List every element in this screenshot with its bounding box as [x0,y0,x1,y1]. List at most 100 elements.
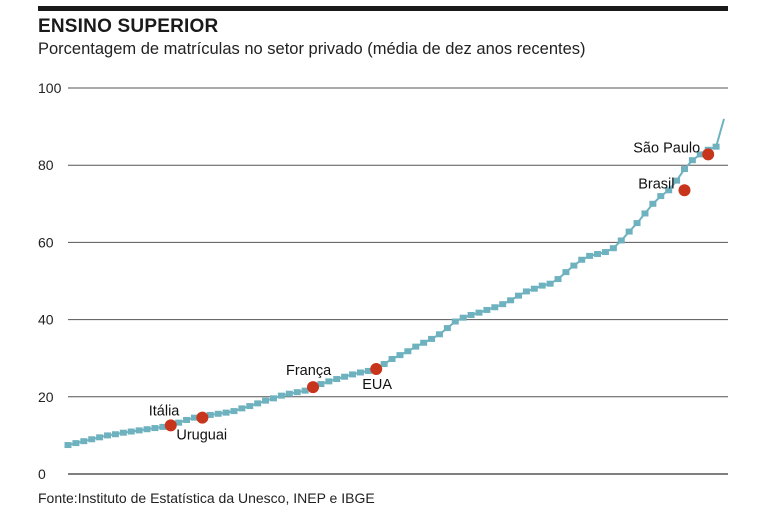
highlight-marker [307,381,320,394]
data-point [601,249,609,256]
data-point [499,301,507,308]
y-tick-label: 0 [38,466,46,482]
data-point [111,431,119,438]
data-point [491,304,499,311]
data-point [325,378,333,385]
data-point [88,436,96,443]
data-point [428,335,436,342]
data-point [143,426,151,433]
data-point [483,306,491,313]
data-point [515,292,523,299]
data-point [617,237,625,244]
series-line [67,118,725,447]
data-point [341,373,349,380]
data-point [696,151,704,158]
data-point [594,250,602,257]
y-tick-labels: 0 20 40 60 80 100 [38,80,62,482]
data-point [522,288,530,295]
y-tick-label: 40 [38,312,54,328]
data-point [435,331,443,338]
data-point [254,400,262,407]
data-point [127,428,135,435]
data-point [380,360,388,367]
data-point [554,276,562,283]
data-point [64,442,72,449]
data-point [104,432,112,439]
data-point [443,325,451,332]
data-point [214,410,222,417]
data-point [285,390,293,397]
data-point [80,438,88,445]
data-point [586,252,594,259]
data-point [230,408,238,415]
data-point [625,228,633,235]
data-point [673,177,681,184]
grid-layer [68,87,728,475]
highlight-label: São Paulo [633,140,700,156]
data-point [688,157,696,164]
data-point [183,416,191,423]
data-point [356,369,364,376]
data-point [538,282,546,289]
highlight-marker [702,148,715,161]
title-rule [38,6,728,11]
data-point [467,311,475,318]
data-point [546,280,554,287]
data-point [570,262,578,269]
data-point [562,269,570,276]
highlight-labels: Itália Uruguai França EUA Brasil São Paulo [149,140,700,443]
data-point [657,193,665,200]
highlight-marker [164,419,177,432]
chart-subtitle: Porcentagem de matrículas no setor priva… [38,40,586,58]
chart-title: ENSINO SUPERIOR [38,16,219,37]
data-point [349,371,357,378]
data-point [135,427,143,434]
data-point [404,348,412,355]
highlight-marker [370,363,383,376]
data-point [388,355,396,362]
data-point [641,210,649,217]
data-point [578,256,586,263]
data-point [396,352,404,359]
data-point [507,297,515,304]
data-point [712,143,720,150]
data-point [293,389,301,396]
data-point [222,409,230,416]
highlight-marker [678,184,691,197]
data-point [159,423,167,430]
data-point [96,434,104,441]
data-point [317,381,325,388]
y-tick-label: 100 [38,80,62,96]
data-point [269,395,277,402]
y-tick-label: 80 [38,157,54,173]
data-point [277,392,285,399]
data-point [530,285,538,292]
data-point [151,425,159,432]
data-point [262,397,270,404]
data-point [609,245,617,252]
highlight-markers [164,148,715,432]
data-point [246,403,254,410]
highlight-label: França [286,363,332,379]
y-tick-label: 60 [38,234,54,250]
data-point [665,187,673,194]
highlight-marker [196,411,209,424]
highlight-label: Brasil [638,176,674,192]
data-point [420,339,428,346]
data-point [206,411,214,418]
series-layer [64,118,725,449]
highlight-label: Itália [149,403,181,419]
data-point [412,343,420,350]
data-point [680,166,688,173]
data-point [633,220,641,227]
data-point [238,405,246,412]
data-point [475,309,483,316]
data-point [190,414,198,421]
data-point [301,387,309,394]
data-point [451,318,459,325]
y-tick-label: 20 [38,389,54,405]
source-note: Fonte:Instituto de Estatística da Unesco… [38,490,375,506]
data-point [333,376,341,383]
data-point [364,367,372,374]
